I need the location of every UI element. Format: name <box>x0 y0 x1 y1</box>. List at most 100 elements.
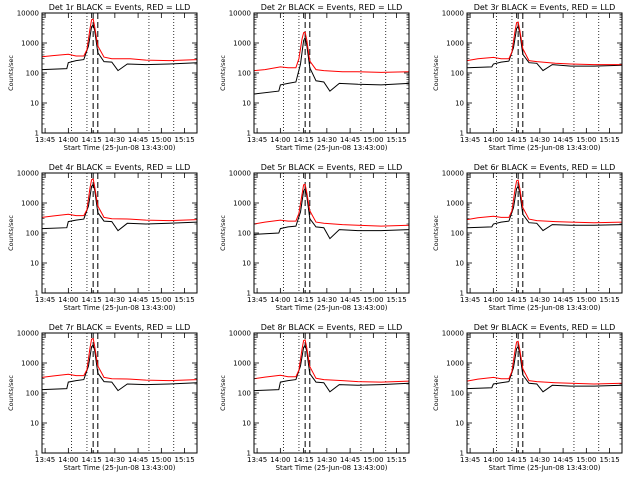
chart-title: Det 3r BLACK = Events, RED = LLD <box>474 3 616 12</box>
x-tick-label: 15:15 <box>175 296 195 304</box>
chart-title: Det 9r BLACK = Events, RED = LLD <box>474 323 616 332</box>
x-tick-label: 13:45 <box>247 456 267 464</box>
y-tick-label: 1000 <box>21 200 39 208</box>
y-tick-label: 1000 <box>233 40 251 48</box>
series-line-lld <box>466 179 623 224</box>
y-tick-label: 10 <box>242 420 251 428</box>
chart-title: Det 5r BLACK = Events, RED = LLD <box>261 163 403 172</box>
x-tick-label: 14:15 <box>82 296 102 304</box>
x-tick-label: 15:15 <box>175 136 195 144</box>
y-axis-label: Counts/sec <box>432 375 440 411</box>
chart-panel: Det 9r BLACK = Events, RED = LLD 1 10 100 10… <box>432 323 623 472</box>
y-tick-label: 10000 <box>442 330 464 338</box>
y-tick-label: 100 <box>238 390 251 398</box>
y-axis-label: Counts/sec <box>7 375 15 411</box>
x-tick-label: 14:00 <box>270 136 290 144</box>
chart-panel: Det 8r BLACK = Events, RED = LLD 1 10 100 10… <box>219 323 410 472</box>
y-tick-label: 10000 <box>229 10 251 18</box>
x-tick-label: 14:00 <box>483 296 503 304</box>
x-axis-label: Start Time (25-Jun-08 13:43:00) <box>64 464 176 472</box>
x-tick-label: 14:45 <box>128 136 148 144</box>
x-tick-label: 14:15 <box>82 136 102 144</box>
y-tick-label: 1 <box>35 130 39 138</box>
series-line-events <box>253 344 410 393</box>
y-tick-label: 1 <box>35 450 39 458</box>
y-tick-label: 100 <box>238 230 251 238</box>
series-line-lld <box>253 31 410 73</box>
x-tick-label: 13:45 <box>35 456 55 464</box>
x-tick-label: 14:45 <box>340 456 360 464</box>
y-tick-label: 1000 <box>446 40 464 48</box>
x-tick-label: 14:15 <box>294 136 314 144</box>
y-tick-label: 10 <box>455 260 464 268</box>
x-axis-label: Start Time (25-Jun-08 13:43:00) <box>489 144 601 152</box>
x-tick-label: 13:45 <box>460 296 480 304</box>
x-tick-label: 13:45 <box>35 136 55 144</box>
y-tick-label: 10 <box>30 420 39 428</box>
y-tick-label: 10000 <box>442 170 464 178</box>
x-tick-label: 15:15 <box>387 456 407 464</box>
x-tick-label: 14:15 <box>294 456 314 464</box>
y-axis-label: Counts/sec <box>219 375 227 411</box>
x-tick-label: 14:30 <box>530 136 550 144</box>
chart-title: Det 8r BLACK = Events, RED = LLD <box>261 323 403 332</box>
x-tick-label: 14:00 <box>483 456 503 464</box>
y-tick-label: 100 <box>26 230 39 238</box>
x-tick-label: 14:15 <box>507 456 527 464</box>
x-tick-label: 14:30 <box>530 456 550 464</box>
x-tick-label: 14:15 <box>294 296 314 304</box>
y-tick-label: 100 <box>451 390 464 398</box>
x-tick-label: 14:00 <box>270 456 290 464</box>
x-tick-label: 14:45 <box>128 456 148 464</box>
x-tick-label: 15:15 <box>387 296 407 304</box>
y-tick-label: 10000 <box>442 10 464 18</box>
x-tick-label: 13:45 <box>247 136 267 144</box>
y-tick-label: 10 <box>455 420 464 428</box>
series-line-events <box>466 25 623 72</box>
x-tick-label: 14:45 <box>553 296 573 304</box>
x-tick-label: 15:00 <box>576 296 596 304</box>
y-axis-label: Counts/sec <box>432 215 440 251</box>
x-tick-label: 13:45 <box>247 296 267 304</box>
y-tick-label: 1000 <box>21 360 39 368</box>
y-tick-label: 1000 <box>21 40 39 48</box>
x-tick-label: 14:30 <box>317 456 337 464</box>
x-tick-label: 15:15 <box>600 456 620 464</box>
x-tick-label: 14:45 <box>553 456 573 464</box>
chart-panel: Det 3r BLACK = Events, RED = LLD 1 10 100 10… <box>432 3 623 152</box>
x-tick-label: 15:15 <box>175 456 195 464</box>
y-tick-label: 10000 <box>17 330 39 338</box>
x-tick-label: 15:00 <box>576 136 596 144</box>
y-tick-label: 10000 <box>229 170 251 178</box>
y-tick-label: 1000 <box>233 360 251 368</box>
y-tick-label: 100 <box>451 230 464 238</box>
x-tick-label: 14:45 <box>128 296 148 304</box>
y-tick-label: 100 <box>238 70 251 78</box>
x-tick-label: 14:30 <box>105 456 125 464</box>
x-tick-label: 13:45 <box>460 136 480 144</box>
y-tick-label: 1000 <box>233 200 251 208</box>
y-tick-label: 100 <box>26 70 39 78</box>
y-axis-label: Counts/sec <box>7 215 15 251</box>
x-tick-label: 15:00 <box>151 296 171 304</box>
y-axis-label: Counts/sec <box>219 55 227 91</box>
y-tick-label: 100 <box>451 70 464 78</box>
x-tick-label: 14:30 <box>317 136 337 144</box>
x-tick-label: 14:30 <box>105 136 125 144</box>
y-tick-label: 1 <box>460 130 464 138</box>
y-tick-label: 1 <box>460 290 464 298</box>
series-line-lld <box>41 18 198 62</box>
chart-panel: Det 5r BLACK = Events, RED = LLD 1 10 100 10… <box>219 163 410 312</box>
y-tick-label: 100 <box>26 390 39 398</box>
y-tick-label: 10000 <box>17 170 39 178</box>
x-tick-label: 15:00 <box>151 456 171 464</box>
chart-panel: Det 1r BLACK = Events, RED = LLD 1 10 100 10… <box>7 3 198 152</box>
x-tick-label: 15:00 <box>151 136 171 144</box>
x-axis-label: Start Time (25-Jun-08 13:43:00) <box>276 144 388 152</box>
y-axis-label: Counts/sec <box>7 55 15 91</box>
x-tick-label: 13:45 <box>35 296 55 304</box>
x-tick-label: 14:00 <box>58 136 78 144</box>
y-tick-label: 10000 <box>17 10 39 18</box>
series-line-events <box>253 187 410 240</box>
y-tick-label: 1000 <box>446 200 464 208</box>
